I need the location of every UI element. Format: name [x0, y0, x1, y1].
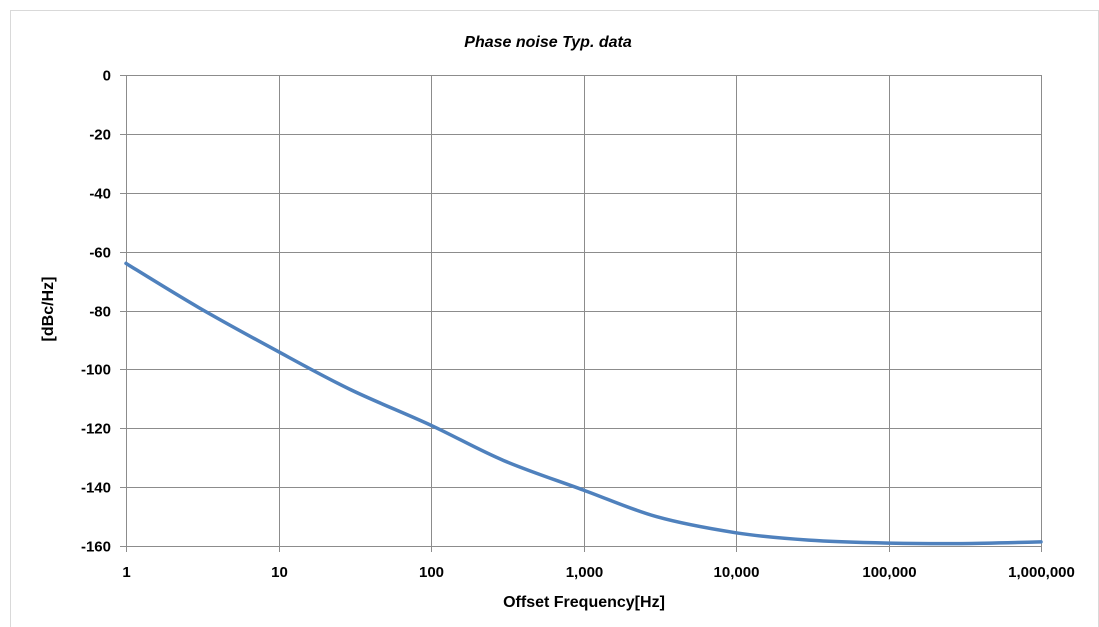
y-tick-label: -160: [81, 539, 111, 556]
y-tick-label: 0: [103, 68, 111, 85]
x-tick-label: 1,000,000: [1008, 564, 1075, 581]
x-tick-label: 1: [122, 564, 130, 581]
chart-title: Phase noise Typ. data: [464, 34, 632, 51]
y-tick-label: -40: [89, 186, 111, 203]
x-tick-label: 100: [419, 564, 444, 581]
y-tick-label: -20: [89, 127, 111, 144]
y-tick-label: -80: [89, 304, 111, 321]
axes: [120, 75, 1042, 552]
y-tick-label: -120: [81, 421, 111, 438]
x-tick-label: 10: [271, 564, 288, 581]
gridlines: [126, 75, 1042, 546]
x-tick-labels: 1 10 100 1,000 10,000 100,000 1,000,000: [122, 564, 1075, 581]
y-tick-label: -60: [89, 245, 111, 262]
y-axis-title: [dBc/Hz]: [40, 277, 57, 342]
y-tick-labels: 0 -20 -40 -60 -80 -100 -120 -140 -160: [81, 68, 111, 556]
series-layer: [124, 261, 1043, 546]
series-line: [124, 261, 1043, 546]
plot-area: [126, 75, 1041, 546]
y-tick-label: -140: [81, 480, 111, 497]
x-axis-title: Offset Frequency[Hz]: [503, 594, 665, 611]
x-tick-label: 10,000: [714, 564, 760, 581]
x-tick-label: 100,000: [862, 564, 916, 581]
y-tick-label: -100: [81, 362, 111, 379]
x-tick-label: 1,000: [566, 564, 604, 581]
